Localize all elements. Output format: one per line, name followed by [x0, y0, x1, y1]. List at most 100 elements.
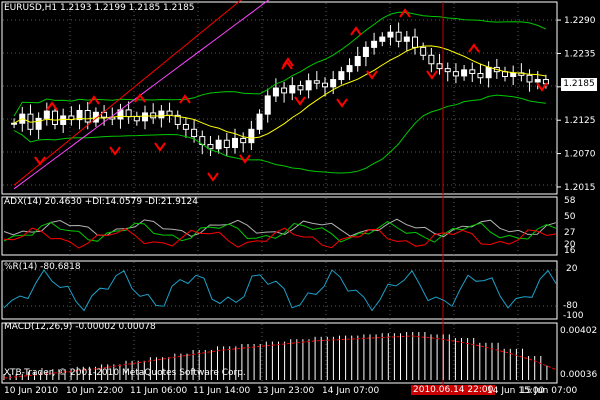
adx-panel-frame [1, 196, 558, 256]
fractal-arrow-down [239, 154, 251, 164]
xlabel-7: 15 Jun 07:00 [520, 386, 578, 396]
candle-body [142, 112, 148, 122]
fractal-arrow-down [154, 142, 166, 152]
candle-body [264, 95, 271, 115]
macd-signal-line [3, 335, 557, 379]
wpr-panel-frame [1, 260, 558, 320]
xlabel-6: 14 Jun 15:00 [487, 386, 545, 396]
bollinger-upper [13, 11, 547, 117]
fractal-arrow-down [336, 98, 348, 108]
wpr-tick-20: 20 [566, 264, 578, 274]
candle-body [362, 46, 369, 57]
candle-body [387, 31, 394, 38]
wpr-tick-80: -80 [563, 301, 578, 311]
candle-body [526, 74, 533, 83]
fractal-arrow-up [179, 94, 191, 104]
adx-tick-58: 58 [564, 196, 576, 206]
candle-body [240, 137, 247, 144]
candle-body [52, 110, 58, 125]
macd-header: MACD(12,26,9) -0.00002 0.00078 [4, 322, 156, 332]
plus-di-line [3, 220, 557, 243]
price-tick-label: 1.2070 [564, 150, 596, 160]
fractal-arrow-down [536, 82, 548, 92]
adx-tick-16: 16 [564, 246, 576, 256]
xlabel-1: 10 Jun 22:00 [66, 386, 124, 396]
adx-tick-20: 20 [564, 240, 576, 250]
candle-body [232, 137, 238, 149]
fractal-arrow-up [350, 26, 362, 36]
wpr-tick-100: -100 [563, 311, 584, 321]
candle-body [322, 82, 328, 88]
xlabel-2: 11 Jun 06:00 [130, 386, 188, 396]
fractal-arrow-down [109, 146, 121, 156]
xlabel-0: 10 Jun 2010 [4, 386, 59, 396]
candle-body [444, 68, 451, 73]
candle-body [60, 115, 67, 125]
candle-body [469, 69, 476, 74]
candle-body [207, 143, 214, 150]
candle-body [281, 87, 288, 94]
candle-body [452, 71, 459, 77]
macd-tick-top: 0.00402 [560, 326, 598, 336]
adx-header: ADX(14) 20.4630 +DI:14.0579 -DI:21.9124 [4, 197, 198, 207]
candle-body [534, 79, 541, 83]
candle-body [166, 110, 173, 116]
xlabel-3: 11 Jun 14:00 [193, 386, 251, 396]
price-tick-label: 1.2235 [564, 49, 596, 59]
fractal-arrow-down [34, 156, 46, 166]
fractal-arrow-down [426, 70, 438, 80]
candle-body [125, 109, 132, 118]
price-panel-frame [1, 1, 558, 195]
candle-body [428, 54, 435, 65]
fractal-arrow-up [134, 93, 146, 103]
minus-di-line [3, 227, 557, 249]
price-tick-label: 1.2290 [564, 16, 596, 26]
price-header: EURUSD,H1 1.2193 1.2199 1.2185 1.2185 [4, 3, 195, 13]
candle-body [256, 113, 263, 130]
candle-body [223, 139, 230, 149]
candle-body [84, 109, 91, 123]
watermark: XTB-Trader, © 2001-2010 MetaQuotes Softw… [4, 368, 246, 378]
candle-body [371, 40, 378, 48]
candle-body [182, 123, 189, 130]
fractal-arrow-up [282, 57, 294, 67]
candle-body [346, 65, 353, 73]
candle-body [485, 66, 492, 79]
candle-body [76, 109, 83, 121]
candle-body [248, 128, 255, 144]
candle-body [43, 110, 50, 119]
fractal-arrow-down [366, 70, 378, 80]
ma-fast-line [13, 45, 546, 139]
candle-body [158, 110, 165, 119]
wpr-line [3, 269, 557, 312]
macd-panel-frame [1, 322, 558, 384]
macd-tick-bottom: 0.00036 [560, 370, 598, 380]
candle-body [297, 85, 304, 91]
candle-body [395, 31, 402, 42]
candle-body [338, 71, 345, 81]
candle-body [436, 63, 443, 70]
price-tick-label: 1.2125 [564, 116, 596, 126]
wpr-header: %R(14) -80.6818 [4, 262, 81, 272]
bollinger-lower [13, 94, 546, 174]
candle-body [150, 112, 157, 119]
xlabel-5: 14 Jun 07:00 [322, 386, 380, 396]
candle-body [412, 36, 418, 48]
candle-body [420, 46, 427, 56]
candle-body [477, 72, 484, 79]
candle-body [510, 72, 517, 78]
ma-long-line [13, 0, 270, 190]
current-price-marker: 1.2185 [561, 78, 597, 91]
fractal-arrow-down [207, 172, 219, 182]
xlabel-4: 13 Jun 23:00 [257, 386, 315, 396]
price-tick-label: 1.2015 [564, 183, 596, 193]
candle-body [403, 36, 410, 42]
candle-body [174, 114, 181, 125]
candle-body [215, 139, 222, 150]
candle-body [272, 87, 279, 97]
candle-body [305, 80, 312, 91]
candle-body [35, 117, 42, 130]
adx-line [3, 218, 557, 238]
